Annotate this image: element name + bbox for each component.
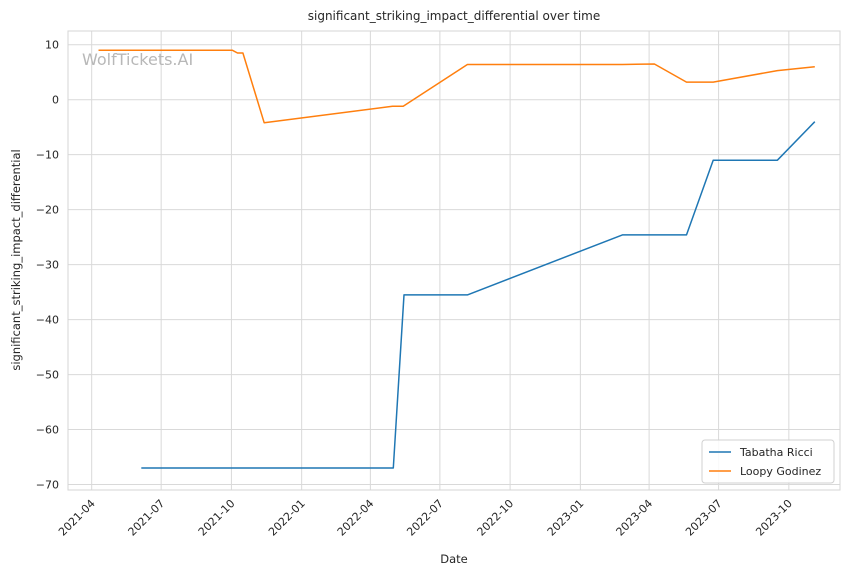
plot-area bbox=[67, 30, 841, 491]
grid-lines bbox=[68, 31, 840, 490]
y-tick-label: −40 bbox=[36, 314, 59, 327]
y-tick-label: −70 bbox=[36, 479, 59, 492]
chart-title: significant_striking_impact_differential… bbox=[308, 9, 600, 23]
y-tick-label: −20 bbox=[36, 204, 59, 217]
y-tick-label: 0 bbox=[52, 94, 59, 107]
series-lines bbox=[98, 49, 816, 469]
y-tick-label: −60 bbox=[36, 424, 59, 437]
x-axis-title: Date bbox=[440, 552, 468, 566]
legend-label-loopy-godinez: Loopy Godinez bbox=[740, 465, 821, 478]
y-axis-title: significant_striking_impact_differential bbox=[9, 149, 23, 370]
y-tick-label: 10 bbox=[45, 39, 59, 52]
series-line-loopy-godinez bbox=[98, 49, 815, 124]
y-tick-label: −50 bbox=[36, 369, 59, 382]
legend: Tabatha Ricci Loopy Godinez bbox=[701, 439, 835, 484]
y-tick-label: −10 bbox=[36, 149, 59, 162]
watermark: WolfTickets.AI bbox=[82, 50, 193, 69]
y-axis-ticks: 10 0 −10 −20 −30 −40 −50 −60 −70 bbox=[36, 39, 59, 492]
legend-box bbox=[701, 439, 835, 484]
y-tick-label: −30 bbox=[36, 259, 59, 272]
legend-label-tabatha-ricci: Tabatha Ricci bbox=[739, 446, 813, 459]
series-line-tabatha-ricci bbox=[141, 121, 816, 469]
